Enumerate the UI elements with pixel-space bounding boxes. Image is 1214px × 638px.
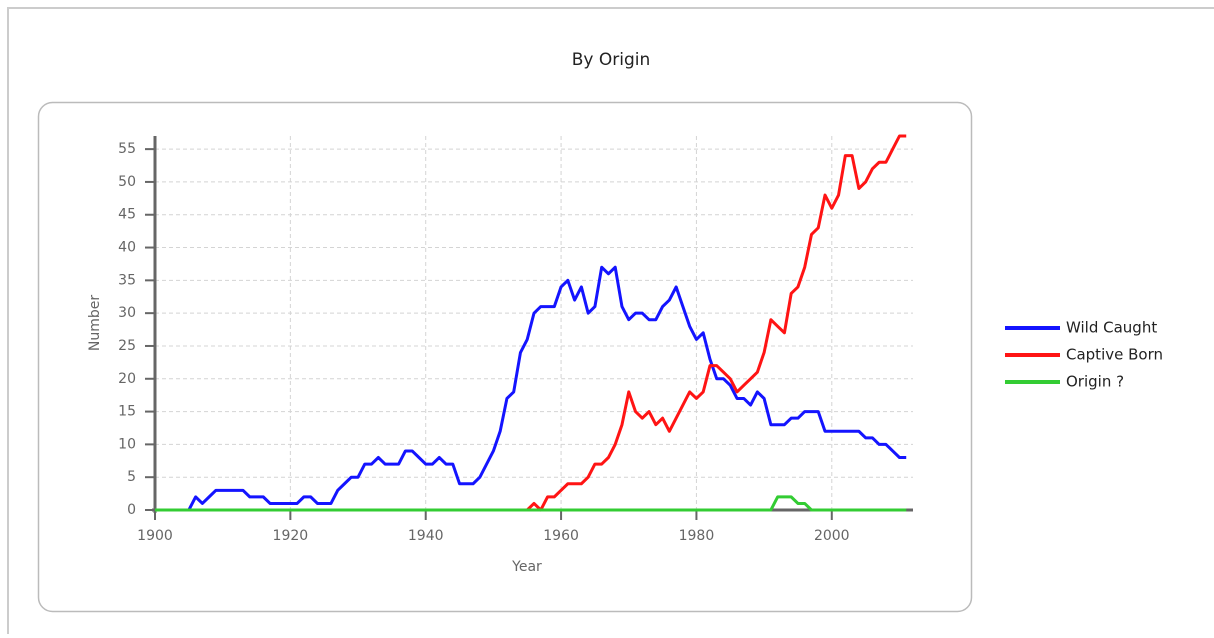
y-tick-label: 40: [118, 240, 136, 256]
y-tick-label: 25: [118, 338, 136, 354]
y-tick-label: 5: [127, 469, 136, 485]
x-tick-label: 1980: [679, 528, 715, 544]
y-tick-label: 15: [118, 404, 136, 420]
x-tick-label: 1900: [137, 528, 173, 544]
y-tick-label: 35: [118, 272, 136, 288]
chart-frame: [37, 101, 973, 613]
x-axis-title: Year: [511, 559, 542, 575]
page-frame: [7, 7, 1214, 638]
legend-label: Captive Born: [1066, 346, 1163, 364]
legend-label: Origin ?: [1066, 373, 1124, 391]
y-tick-label: 0: [127, 502, 136, 518]
x-tick-label: 2000: [814, 528, 850, 544]
x-tick-label: 1940: [408, 528, 444, 544]
x-tick-label: 1960: [543, 528, 579, 544]
y-tick-label: 50: [118, 174, 136, 190]
y-tick-label: 10: [118, 436, 136, 452]
chart-title: By Origin: [572, 50, 651, 70]
y-tick-label: 55: [118, 141, 136, 157]
x-tick-label: 1920: [273, 528, 309, 544]
legend-label: Wild Caught: [1066, 319, 1157, 337]
y-tick-label: 20: [118, 371, 136, 387]
y-tick-label: 30: [118, 305, 136, 321]
y-axis-title: Number: [87, 295, 103, 351]
series-line: [155, 265, 907, 512]
y-tick-label: 45: [118, 207, 136, 223]
series-line: [155, 495, 907, 512]
